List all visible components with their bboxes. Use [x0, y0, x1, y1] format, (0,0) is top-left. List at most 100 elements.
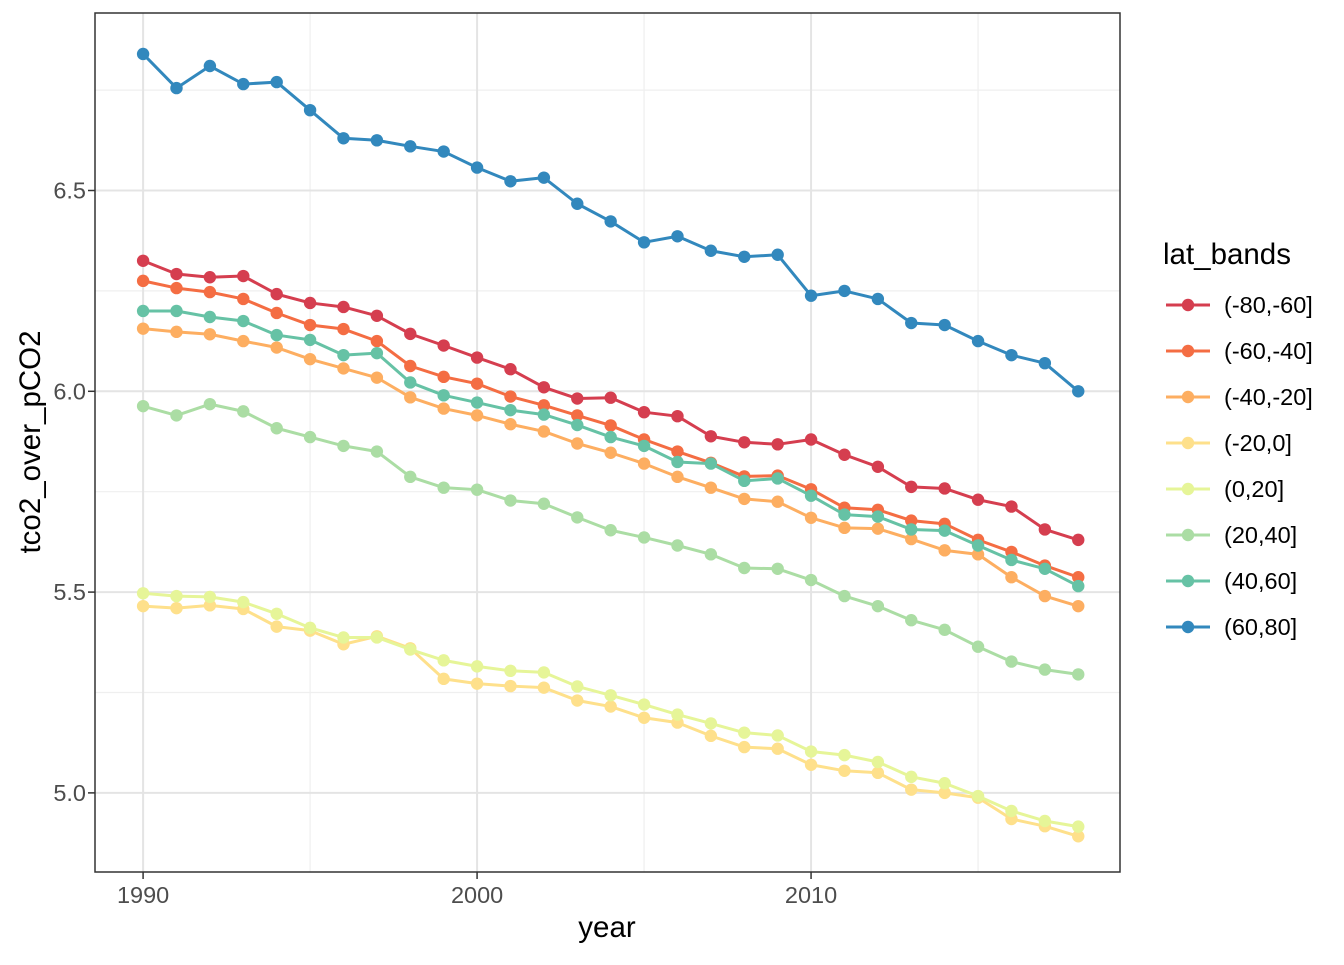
series-point	[838, 589, 851, 603]
series-point	[1072, 385, 1085, 398]
series-point	[804, 573, 818, 587]
series-point	[237, 314, 250, 328]
series-point	[537, 399, 551, 412]
legend: (-80,-60] (-60,-40] (-40,-20] (-20,0] (0,20]…	[1166, 292, 1313, 640]
legend-item: (-40,-20]	[1166, 384, 1313, 410]
series-point	[170, 281, 183, 295]
x-tick-label: 1990	[117, 882, 169, 908]
series-group	[136, 587, 1085, 833]
panel-border	[94, 12, 1121, 873]
series-point	[537, 425, 551, 438]
series-point	[738, 492, 751, 506]
series-point	[938, 623, 951, 637]
series-point	[337, 348, 350, 362]
series-point	[404, 391, 417, 404]
series-point	[404, 140, 417, 153]
series-point	[404, 376, 417, 389]
series-point	[971, 493, 985, 506]
series-point	[838, 764, 851, 777]
y-tick-label: 5.0	[53, 780, 86, 806]
series-point	[971, 539, 985, 552]
series-point	[905, 770, 918, 784]
series-point	[671, 708, 684, 721]
series-point	[537, 681, 551, 694]
series-point	[905, 316, 918, 330]
legend-item: (-20,0]	[1166, 430, 1292, 456]
series-point	[437, 145, 450, 158]
series-point	[404, 470, 417, 484]
series-point	[437, 339, 450, 352]
legend-item-label: (20,40]	[1224, 522, 1297, 548]
series-point	[838, 508, 851, 521]
series-point	[838, 748, 851, 762]
series-point	[1038, 356, 1052, 370]
series-point	[1038, 562, 1052, 575]
series-point	[404, 359, 417, 373]
series-point	[804, 511, 818, 524]
series-point	[237, 77, 250, 91]
series-point	[637, 531, 651, 544]
panel-background	[95, 13, 1120, 872]
plot-area: 1990 2000 2010 5.0 5.5 6.0 6.5	[53, 12, 1121, 908]
series-group	[136, 397, 1085, 681]
series-point	[237, 269, 250, 283]
series-point	[437, 370, 450, 384]
legend-item: (0,20]	[1166, 476, 1284, 502]
series-point	[938, 777, 951, 790]
series-point	[771, 729, 784, 742]
series-point	[537, 666, 551, 679]
series-point	[270, 306, 283, 320]
series-point	[1072, 579, 1085, 593]
series-point	[370, 371, 384, 384]
series-point	[404, 327, 417, 341]
series-point	[470, 660, 484, 673]
legend-key-point	[1181, 344, 1195, 358]
series-point	[136, 322, 150, 335]
series-point	[437, 481, 450, 494]
series-point	[136, 254, 150, 267]
series-point	[1005, 553, 1018, 567]
series-point	[571, 680, 584, 693]
series-point	[203, 285, 217, 299]
series-point	[738, 250, 751, 263]
series-point	[270, 328, 283, 342]
series-point	[971, 334, 985, 348]
series-point	[504, 175, 517, 188]
legend-item-label: (-40,-20]	[1224, 384, 1313, 410]
legend-key-point	[1181, 436, 1195, 450]
series-point	[771, 472, 784, 485]
series-point	[1005, 571, 1018, 584]
series-point	[604, 524, 617, 537]
series-point	[170, 589, 183, 603]
series-point	[905, 783, 918, 796]
series-point	[136, 599, 150, 613]
series-point	[671, 409, 684, 423]
series-point	[270, 422, 283, 435]
series-point	[1038, 523, 1052, 536]
series-point	[971, 640, 985, 653]
series-point	[871, 522, 885, 535]
legend-item: (40,60]	[1166, 568, 1297, 594]
series-point	[1072, 533, 1085, 547]
legend-key-point	[1181, 528, 1195, 542]
series-point	[437, 654, 450, 667]
series-point	[303, 333, 317, 347]
series-point	[170, 81, 183, 95]
series-point	[504, 390, 517, 403]
series-point	[337, 362, 350, 375]
series-point	[470, 483, 484, 496]
series-point	[738, 740, 751, 754]
series-point	[838, 284, 851, 298]
series-point	[537, 381, 551, 394]
series-point	[571, 694, 584, 707]
series-point	[571, 418, 584, 432]
series-point	[303, 103, 317, 117]
series-point	[270, 607, 283, 620]
legend-item: (-80,-60]	[1166, 292, 1313, 318]
series-point	[1005, 804, 1018, 818]
series-point	[470, 377, 484, 390]
series-point	[1072, 830, 1085, 843]
series-point	[604, 700, 617, 713]
series-group	[136, 47, 1085, 398]
